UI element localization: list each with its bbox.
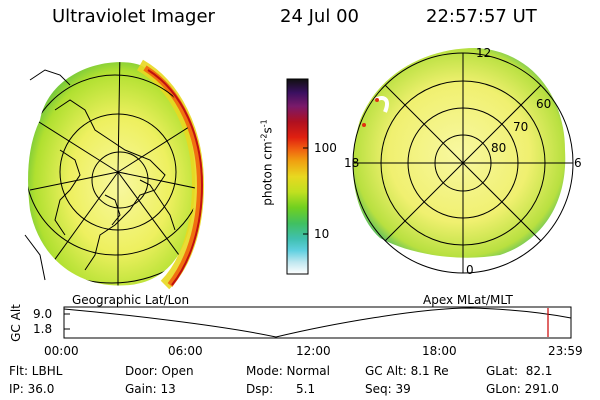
right-mlat-mlt-map [352,48,574,274]
mlt-label-0: 0 [466,263,474,277]
timeline-xtick-0600: 06:00 [168,344,203,358]
mlat-label-60: 60 [536,97,552,111]
status-mode: Mode: Normal [246,364,330,378]
mlat-label-70: 70 [513,120,529,134]
status-door: Door: Open [125,364,194,378]
mlat-label-80: 80 [491,141,507,155]
mlt-label-18: 18 [344,156,360,170]
timeline-xtick-1800: 18:00 [422,344,457,358]
timeline-xtick-0000: 00:00 [44,344,79,358]
left-geographic-map [24,59,205,290]
timeline-axis-title: GC Alt [9,304,23,342]
status-dsp: Dsp: 5.1 [246,382,316,396]
status-gc-alt: GC Alt: 8.1 Re [365,364,449,378]
date-label: 24 Jul 00 [280,6,359,27]
timeline-ytick-low: 1.8 [33,322,53,336]
status-glon: GLon: 291.0 [486,382,559,396]
colorbar-tick-10: 10 [314,227,330,241]
status-ip: IP: 36.0 [9,382,55,396]
status-glat: GLat: 82.1 [486,364,553,378]
status-gain: Gain: 13 [125,382,176,396]
mlt-label-6: 6 [574,156,582,170]
colorbar-tick-100: 100 [314,141,337,155]
timeline-xtick-2359: 23:59 [548,344,583,358]
right-map-caption: Apex MLat/MLT [423,293,513,307]
mlt-label-12: 12 [476,46,492,60]
timeline-ytick-high: 9.0 [33,307,53,321]
colorbar-unit-label: photon cm-2s-1 [259,119,275,206]
timeline-xtick-1200: 12:00 [296,344,331,358]
altitude-timeline-plot [63,306,572,339]
colorbar [286,78,309,275]
time-label: 22:57:57 UT [426,6,537,27]
status-filter: Flt: LBHL [9,364,63,378]
app-title: Ultraviolet Imager [52,6,215,27]
left-map-caption: Geographic Lat/Lon [72,293,190,307]
status-seq: Seq: 39 [365,382,411,396]
